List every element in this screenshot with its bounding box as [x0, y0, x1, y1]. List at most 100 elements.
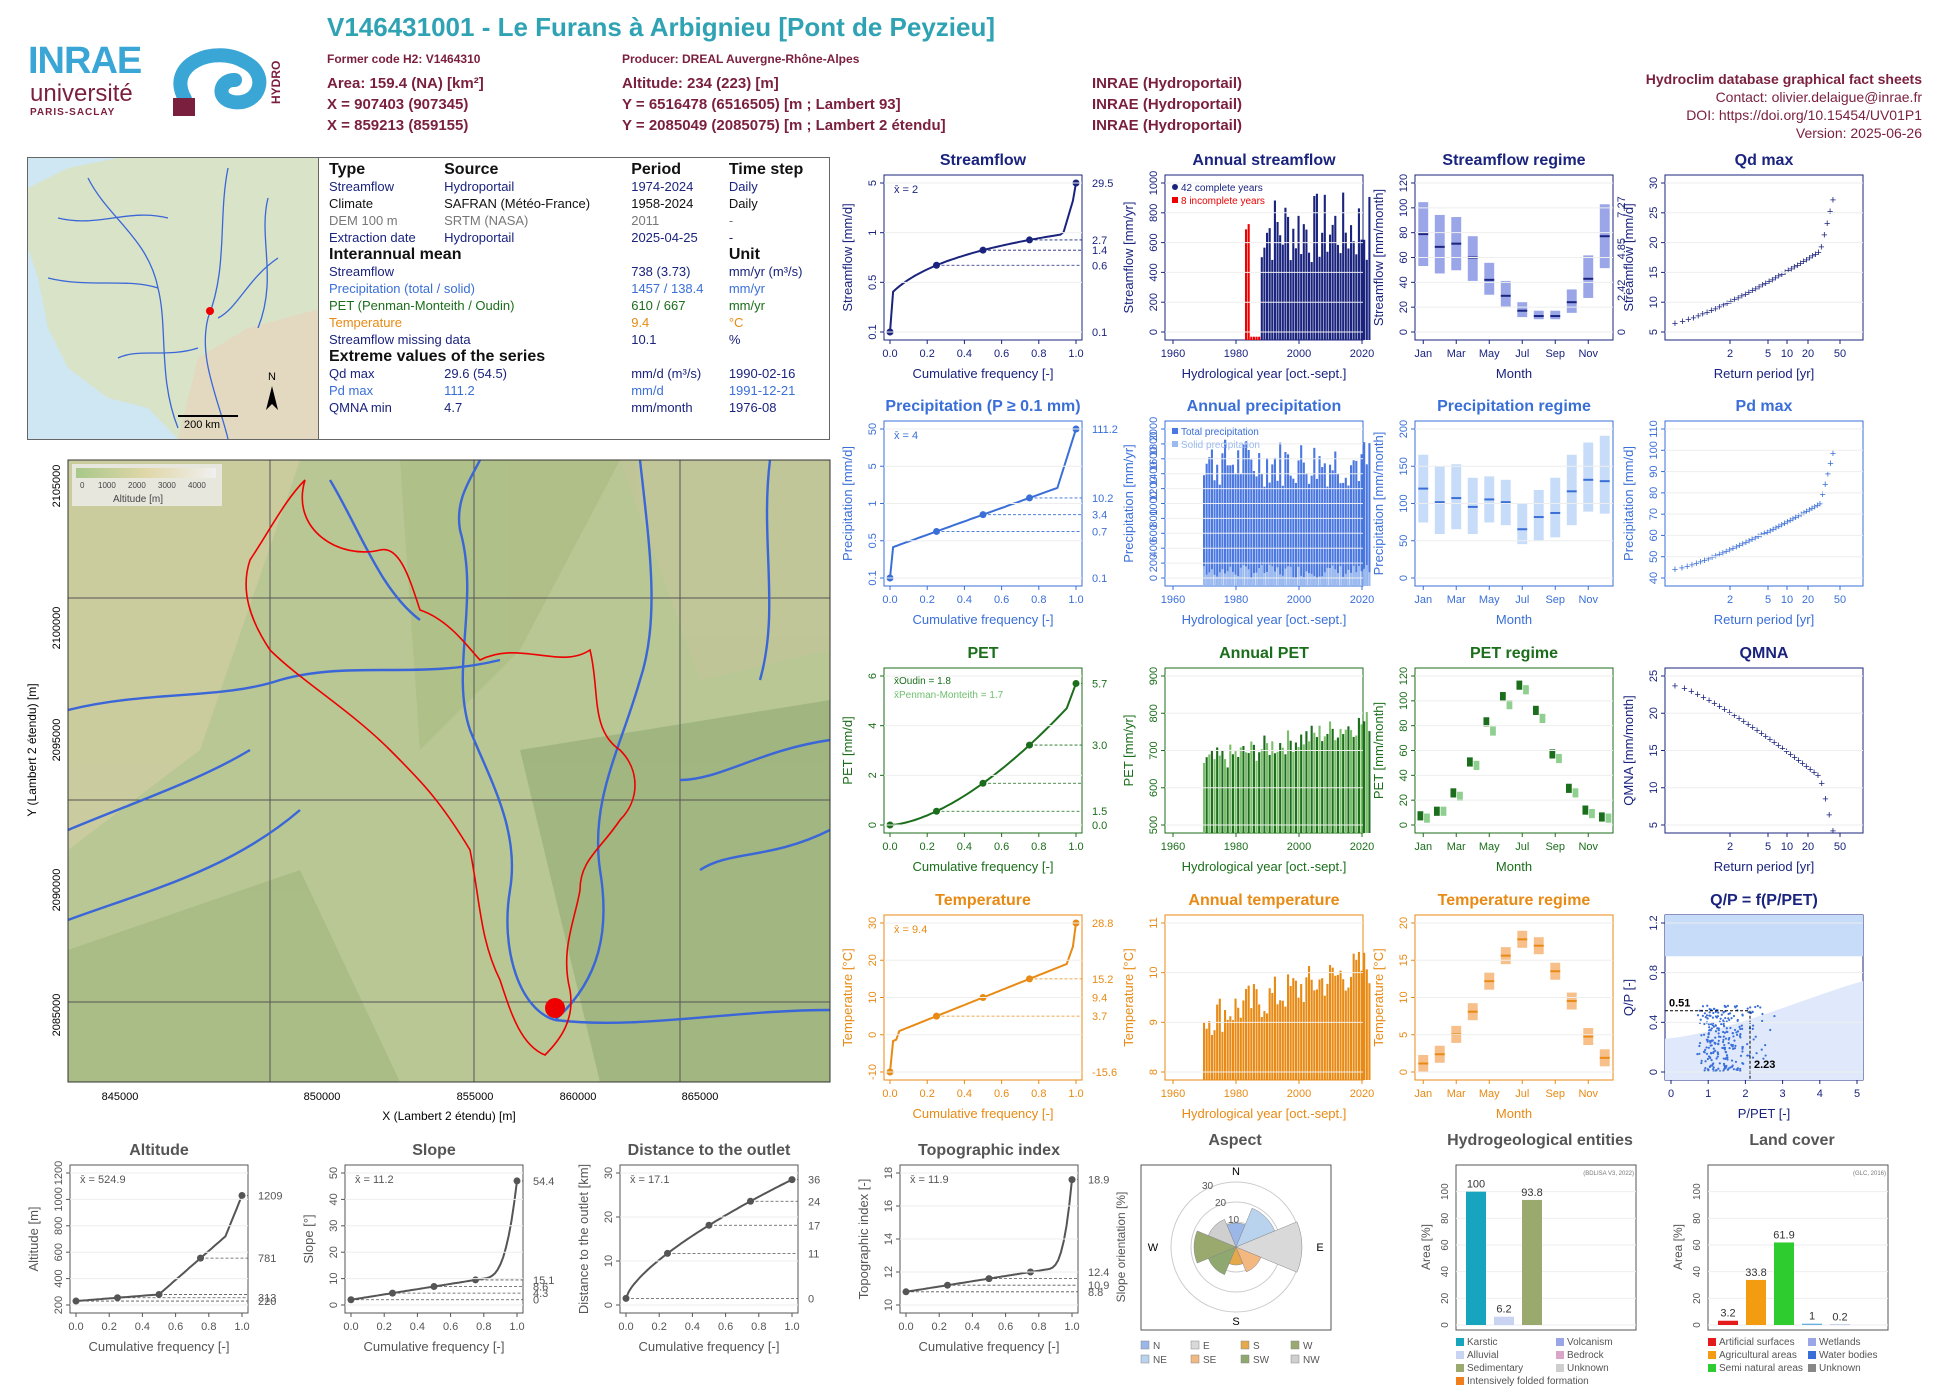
mean-label: Precipitation (total / solid) — [329, 281, 475, 296]
solid-bar — [1360, 571, 1363, 586]
year-bar — [1313, 196, 1316, 340]
return-point: + — [1752, 283, 1758, 295]
return-point: + — [1705, 553, 1711, 565]
chart-annual_temp: Annual temperature Hydrological year [oct… — [1121, 892, 1374, 1121]
year-bar — [1279, 442, 1282, 586]
y-lambert2: Y = 2085049 (2085075) [m ; Lambert 2 éte… — [622, 117, 946, 134]
chart-title: Aspect — [1208, 1132, 1262, 1149]
mean-label: x̄ = 524.9 — [80, 1174, 126, 1186]
contact[interactable]: Contact: olivier.delaigue@inrae.fr — [1715, 89, 1922, 105]
year-bar — [1294, 248, 1297, 340]
quantile-label: 220 — [258, 1296, 276, 1308]
scatter-point — [1701, 1014, 1704, 1017]
y-tick-label: 5 — [1398, 1032, 1410, 1038]
return-point: + — [1761, 528, 1767, 540]
scatter-point — [1708, 1065, 1711, 1068]
scatter-point — [1716, 1051, 1719, 1055]
solid-bar — [1266, 571, 1269, 586]
plot-frame — [1664, 174, 1864, 341]
mean-label: PET (Penman-Monteith / Oudin) — [329, 298, 515, 313]
year-bar — [1321, 232, 1324, 340]
scatter-point — [1717, 1067, 1720, 1070]
regime-box-oudin — [1565, 783, 1572, 793]
y-tick-label: 500 — [1148, 816, 1160, 834]
year-bar — [1242, 745, 1245, 833]
quantile-label: 313 — [258, 1293, 276, 1305]
year-bar — [1365, 464, 1368, 586]
extreme-heading: Extreme values of the series — [329, 348, 546, 365]
year-bar — [1313, 732, 1316, 833]
return-point: + — [1769, 274, 1775, 286]
chart-title: Streamflow regime — [1442, 152, 1585, 169]
info-source: SRTM (NASA) — [444, 213, 529, 228]
bar-value-label: 1 — [1809, 1311, 1815, 1323]
x-tick-label: May — [1479, 348, 1500, 360]
return-point: + — [1783, 746, 1789, 758]
x-tick: 845000 — [102, 1091, 139, 1103]
y-tick-label: 600 — [1148, 524, 1160, 542]
scatter-point — [1700, 1059, 1703, 1062]
y-tick-label: 120 — [1398, 174, 1410, 192]
year-bar — [1252, 744, 1255, 833]
year-bar — [1297, 997, 1300, 1080]
scatter-point — [1717, 1011, 1720, 1014]
scatter-point — [1698, 1052, 1701, 1055]
aspect-sector — [1235, 1246, 1262, 1273]
scatter-point — [1739, 1027, 1742, 1031]
y-tick-label: 20 — [603, 1211, 615, 1223]
x-tick-label: 0.6 — [994, 841, 1009, 853]
year-bar — [1305, 229, 1308, 340]
legend-marker — [1456, 1364, 1464, 1372]
quantile-label: 1.5 — [1092, 806, 1107, 818]
scatter-point — [1741, 1045, 1744, 1049]
x-tick-label: 2000 — [1287, 841, 1311, 853]
y-tick-label: 50 — [867, 423, 879, 435]
x-tick-label: 0.8 — [751, 1321, 766, 1333]
scatter-point — [1707, 1031, 1711, 1035]
x-axis-label: Cumulative frequency [-] — [89, 1339, 230, 1354]
year-bar — [1266, 458, 1269, 586]
x-axis-label: Cumulative frequency [-] — [913, 366, 1054, 381]
x-axis-label: Cumulative frequency [-] — [919, 1339, 1060, 1354]
y-tick-label: 0 — [867, 1032, 879, 1038]
solid-bar — [1205, 574, 1208, 586]
scatter-point — [1729, 1026, 1732, 1030]
return-point: + — [1679, 562, 1685, 574]
mean-unit: mm/yr (m³/s) — [728, 264, 803, 279]
chart-precip_cdf: Precipitation (P ≥ 0.1 mm) Cumulative fre… — [840, 398, 1118, 627]
doi[interactable]: DOI: https://doi.org/10.15454/UV01P1 — [1686, 107, 1922, 123]
solid-bar — [1292, 577, 1295, 586]
year-bar — [1226, 1019, 1229, 1080]
scatter-point — [1722, 1023, 1725, 1026]
solid-bar — [1208, 572, 1211, 586]
scatter-point — [1726, 1004, 1730, 1007]
year-bar — [1224, 1010, 1227, 1080]
x-tick-label: 0.0 — [618, 1321, 633, 1333]
col-type: Type — [329, 161, 366, 178]
info-row: Climate SAFRAN (Météo-France) 1958-2024 Dai… — [325, 195, 825, 212]
return-point: + — [1787, 515, 1793, 527]
chart-title: Temperature — [935, 892, 1031, 909]
plot-frame — [619, 1164, 799, 1314]
year-bar — [1360, 724, 1363, 833]
return-point: + — [1788, 263, 1794, 275]
x-axis-label: Hydrological year [oct.-sept.] — [1182, 612, 1347, 627]
north-arrow-icon — [266, 386, 278, 410]
x-tick-label: 2 — [1727, 841, 1733, 853]
hydro-label: HYDRO — [269, 61, 283, 104]
quantile-label: 36 — [808, 1175, 820, 1187]
scatter-point — [1727, 1042, 1730, 1045]
return-point: + — [1830, 195, 1836, 207]
extreme-value: 4.7 — [444, 400, 463, 415]
year-bar — [1237, 756, 1240, 833]
scatter-point — [1705, 1046, 1708, 1049]
y-tick-label: 60 — [1440, 1239, 1451, 1251]
energy-limit-zone — [1665, 981, 1863, 1080]
scatter-point — [1752, 1038, 1755, 1041]
y-tick-label: 30 — [328, 1220, 340, 1232]
x-tick-label: 10 — [1781, 841, 1793, 853]
x-tick-label: 4 — [1817, 1088, 1823, 1100]
year-bar — [1352, 736, 1355, 833]
x-tick-label: 0.4 — [957, 594, 972, 606]
y-tick-label: 4 — [867, 723, 879, 729]
